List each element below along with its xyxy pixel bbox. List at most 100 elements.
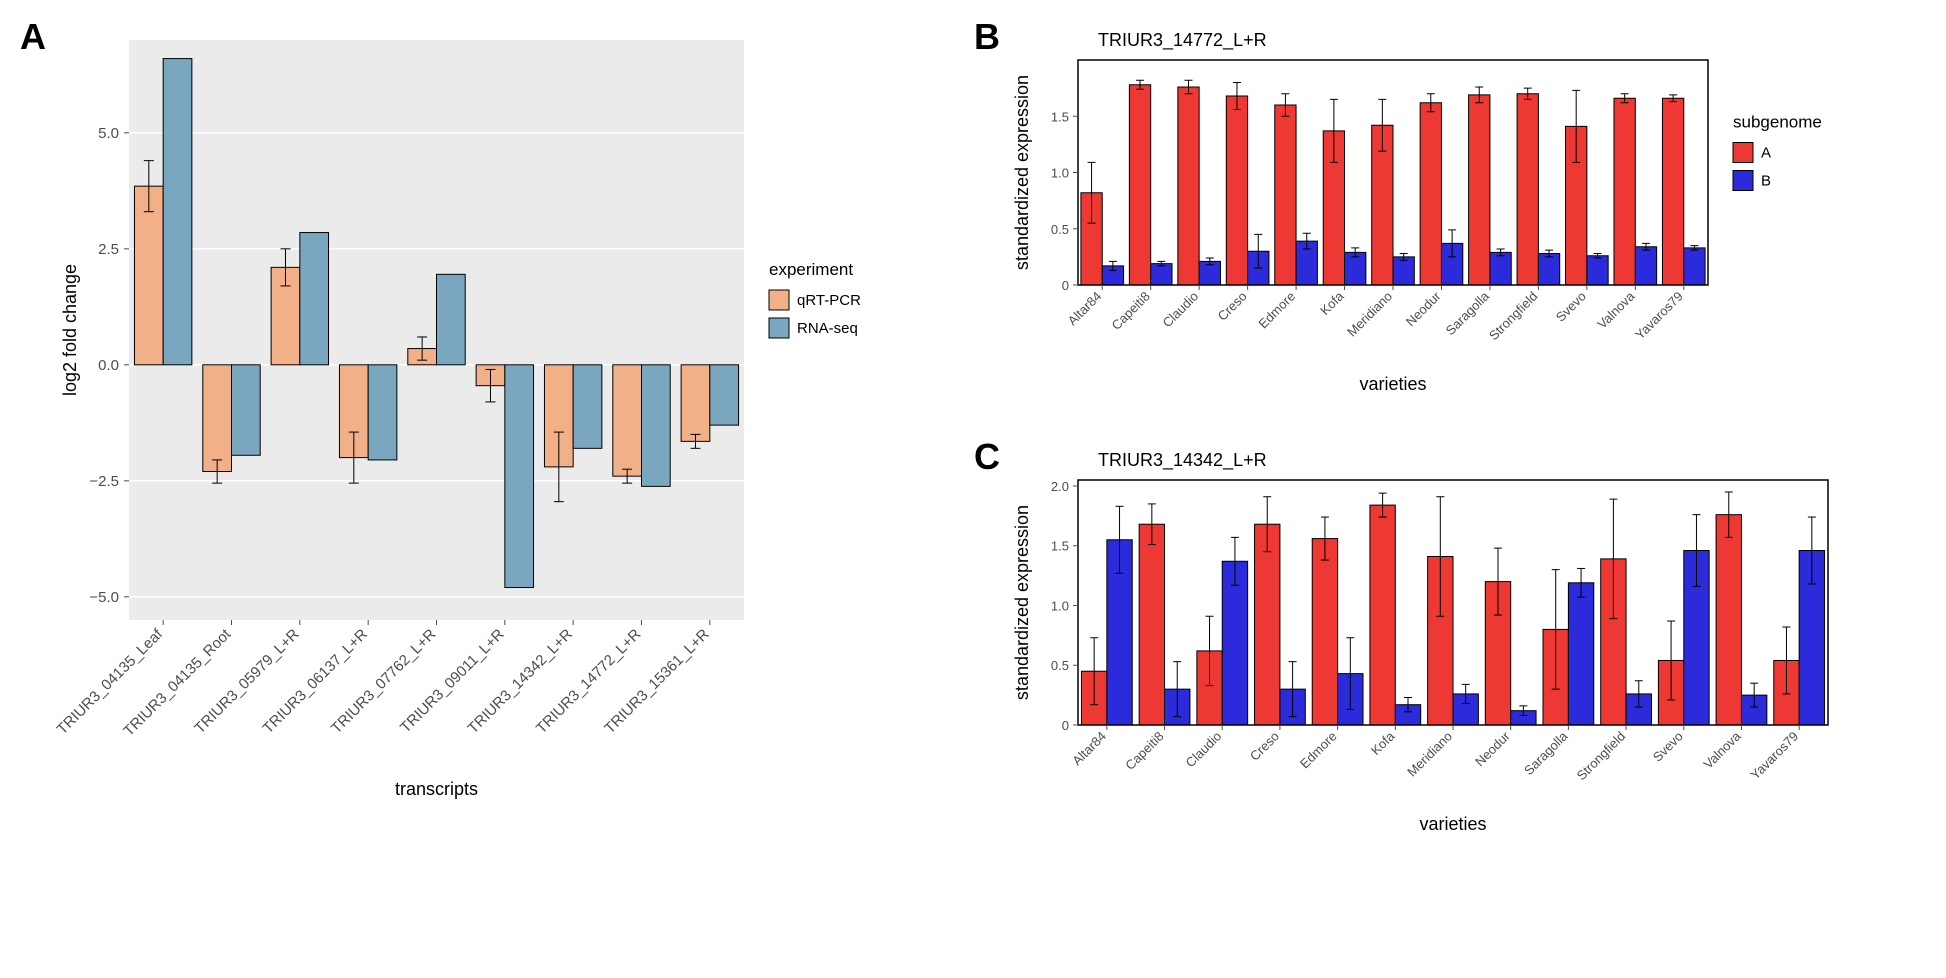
svg-text:Altar84: Altar84	[1069, 729, 1109, 769]
bar	[1538, 254, 1559, 286]
svg-text:Capeiti8: Capeiti8	[1122, 729, 1166, 773]
svg-text:experiment: experiment	[769, 260, 853, 279]
panel-b-chart: 0 0.5 1.0 1.5 Altar84Capeiti8Claudio CresoEdm…	[1008, 20, 1858, 400]
bar	[437, 274, 466, 364]
panel-a-chart: −5.0−2.50.02.55.0TRIUR3_04135_LeafTRIUR3…	[54, 20, 934, 810]
svg-text:RNA-seq: RNA-seq	[797, 320, 858, 337]
bar	[1517, 94, 1538, 285]
bar	[1370, 505, 1395, 725]
svg-text:Creso: Creso	[1247, 729, 1282, 764]
bar	[1684, 248, 1705, 285]
svg-text:0: 0	[1062, 278, 1069, 293]
right-column: B 00.51.01.5Altar84Capeiti8ClaudioCresoE…	[974, 20, 1858, 840]
svg-text:1.5: 1.5	[1051, 539, 1069, 554]
svg-text:qRT-PCR: qRT-PCR	[797, 292, 861, 309]
bar	[1490, 252, 1511, 285]
svg-text:varieties: varieties	[1419, 814, 1486, 834]
svg-text:log2 fold change: log2 fold change	[60, 264, 80, 396]
svg-text:2.5: 2.5	[98, 241, 119, 258]
panel-b-svg: 0 0.5 1.0 1.5 Altar84Capeiti8Claudio CresoEdm…	[1008, 20, 1858, 400]
svg-text:B: B	[1761, 173, 1771, 190]
bar	[1275, 105, 1296, 285]
bar	[1255, 524, 1280, 725]
svg-text:−5.0: −5.0	[89, 589, 119, 606]
bar	[1393, 257, 1414, 285]
panel-c-chart: 00.51.01.52.0Altar84Capeiti8ClaudioCreso…	[1008, 440, 1858, 840]
svg-text:TRIUR3_14772_L+R: TRIUR3_14772_L+R	[1098, 30, 1267, 51]
svg-text:0: 0	[1062, 718, 1069, 733]
bar	[1222, 561, 1247, 725]
svg-text:0.5: 0.5	[1051, 222, 1069, 237]
bar	[163, 59, 192, 365]
svg-text:Claudio: Claudio	[1159, 289, 1201, 331]
svg-text:subgenome: subgenome	[1733, 113, 1822, 132]
svg-text:Kofa: Kofa	[1368, 728, 1398, 758]
bar	[1587, 256, 1608, 285]
svg-text:Claudio: Claudio	[1183, 729, 1225, 771]
bar	[1312, 539, 1337, 725]
svg-text:Altar84: Altar84	[1065, 289, 1105, 329]
svg-text:1.0: 1.0	[1051, 166, 1069, 181]
svg-text:Valnova: Valnova	[1594, 288, 1638, 332]
bar	[505, 365, 534, 588]
bar	[1139, 524, 1164, 725]
bar	[232, 365, 261, 455]
bar	[1635, 247, 1656, 285]
bar	[642, 365, 671, 487]
bar	[203, 365, 232, 472]
svg-text:1.0: 1.0	[1051, 598, 1069, 613]
svg-text:Yavaros79: Yavaros79	[1747, 729, 1801, 783]
svg-text:Valnova: Valnova	[1700, 728, 1744, 772]
svg-text:1.5: 1.5	[1051, 109, 1069, 124]
svg-text:Meridiano: Meridiano	[1404, 729, 1455, 780]
panel-b-label: B	[974, 16, 1000, 58]
bar	[1662, 98, 1683, 285]
svg-text:Svevo: Svevo	[1553, 289, 1589, 325]
svg-text:Yavaros79: Yavaros79	[1632, 289, 1686, 343]
bar	[1614, 98, 1635, 285]
svg-text:standardized expression: standardized expression	[1012, 505, 1032, 700]
figure-container: A −5.0−2.50.02.55.0TRIUR3_04135_LeafTRIU…	[20, 20, 1926, 840]
bar	[1151, 264, 1172, 285]
panel-c-svg: 00.51.01.52.0Altar84Capeiti8ClaudioCreso…	[1008, 440, 1858, 840]
panel-a-wrap: A −5.0−2.50.02.55.0TRIUR3_04135_LeafTRIU…	[20, 20, 934, 810]
svg-text:transcripts: transcripts	[395, 779, 478, 799]
svg-text:Neodur: Neodur	[1403, 288, 1444, 329]
svg-text:standardized expression: standardized expression	[1012, 75, 1032, 270]
bar	[1420, 103, 1441, 285]
svg-text:TRIUR3_14342_L+R: TRIUR3_14342_L+R	[1098, 450, 1267, 471]
panel-a-label: A	[20, 16, 46, 58]
panel-c-row: C 00.51.01.52.0Altar84Capeiti8ClaudioCre…	[974, 440, 1858, 840]
bar	[573, 365, 602, 449]
svg-text:Meridiano: Meridiano	[1344, 289, 1395, 340]
panel-c-label: C	[974, 436, 1000, 478]
svg-text:Capeiti8: Capeiti8	[1108, 289, 1152, 333]
bar	[134, 186, 163, 365]
bar	[1129, 85, 1150, 285]
bar	[1178, 87, 1199, 285]
bar	[1716, 515, 1741, 725]
svg-text:Edmore: Edmore	[1297, 729, 1340, 772]
svg-text:Saragolla: Saragolla	[1521, 728, 1571, 778]
svg-text:varieties: varieties	[1359, 374, 1426, 394]
bar	[1469, 95, 1490, 285]
svg-text:0.0: 0.0	[98, 357, 119, 374]
svg-text:A: A	[1761, 145, 1771, 162]
bar	[681, 365, 710, 442]
svg-text:Saragolla: Saragolla	[1443, 288, 1493, 338]
svg-text:5.0: 5.0	[98, 125, 119, 142]
bar	[1226, 96, 1247, 285]
svg-text:Creso: Creso	[1215, 289, 1250, 324]
panel-a-svg: −5.0−2.50.02.55.0TRIUR3_04135_LeafTRIUR3…	[54, 20, 934, 810]
bar	[1568, 583, 1593, 725]
svg-text:Edmore: Edmore	[1255, 289, 1298, 332]
svg-text:Strongfield: Strongfield	[1574, 729, 1629, 784]
svg-text:−2.5: −2.5	[89, 473, 119, 490]
bar	[613, 365, 642, 476]
svg-text:Svevo: Svevo	[1650, 729, 1686, 765]
bar	[710, 365, 739, 425]
bar	[368, 365, 397, 460]
svg-text:2.0: 2.0	[1051, 479, 1069, 494]
bar	[300, 233, 329, 365]
svg-text:Neodur: Neodur	[1472, 728, 1513, 769]
